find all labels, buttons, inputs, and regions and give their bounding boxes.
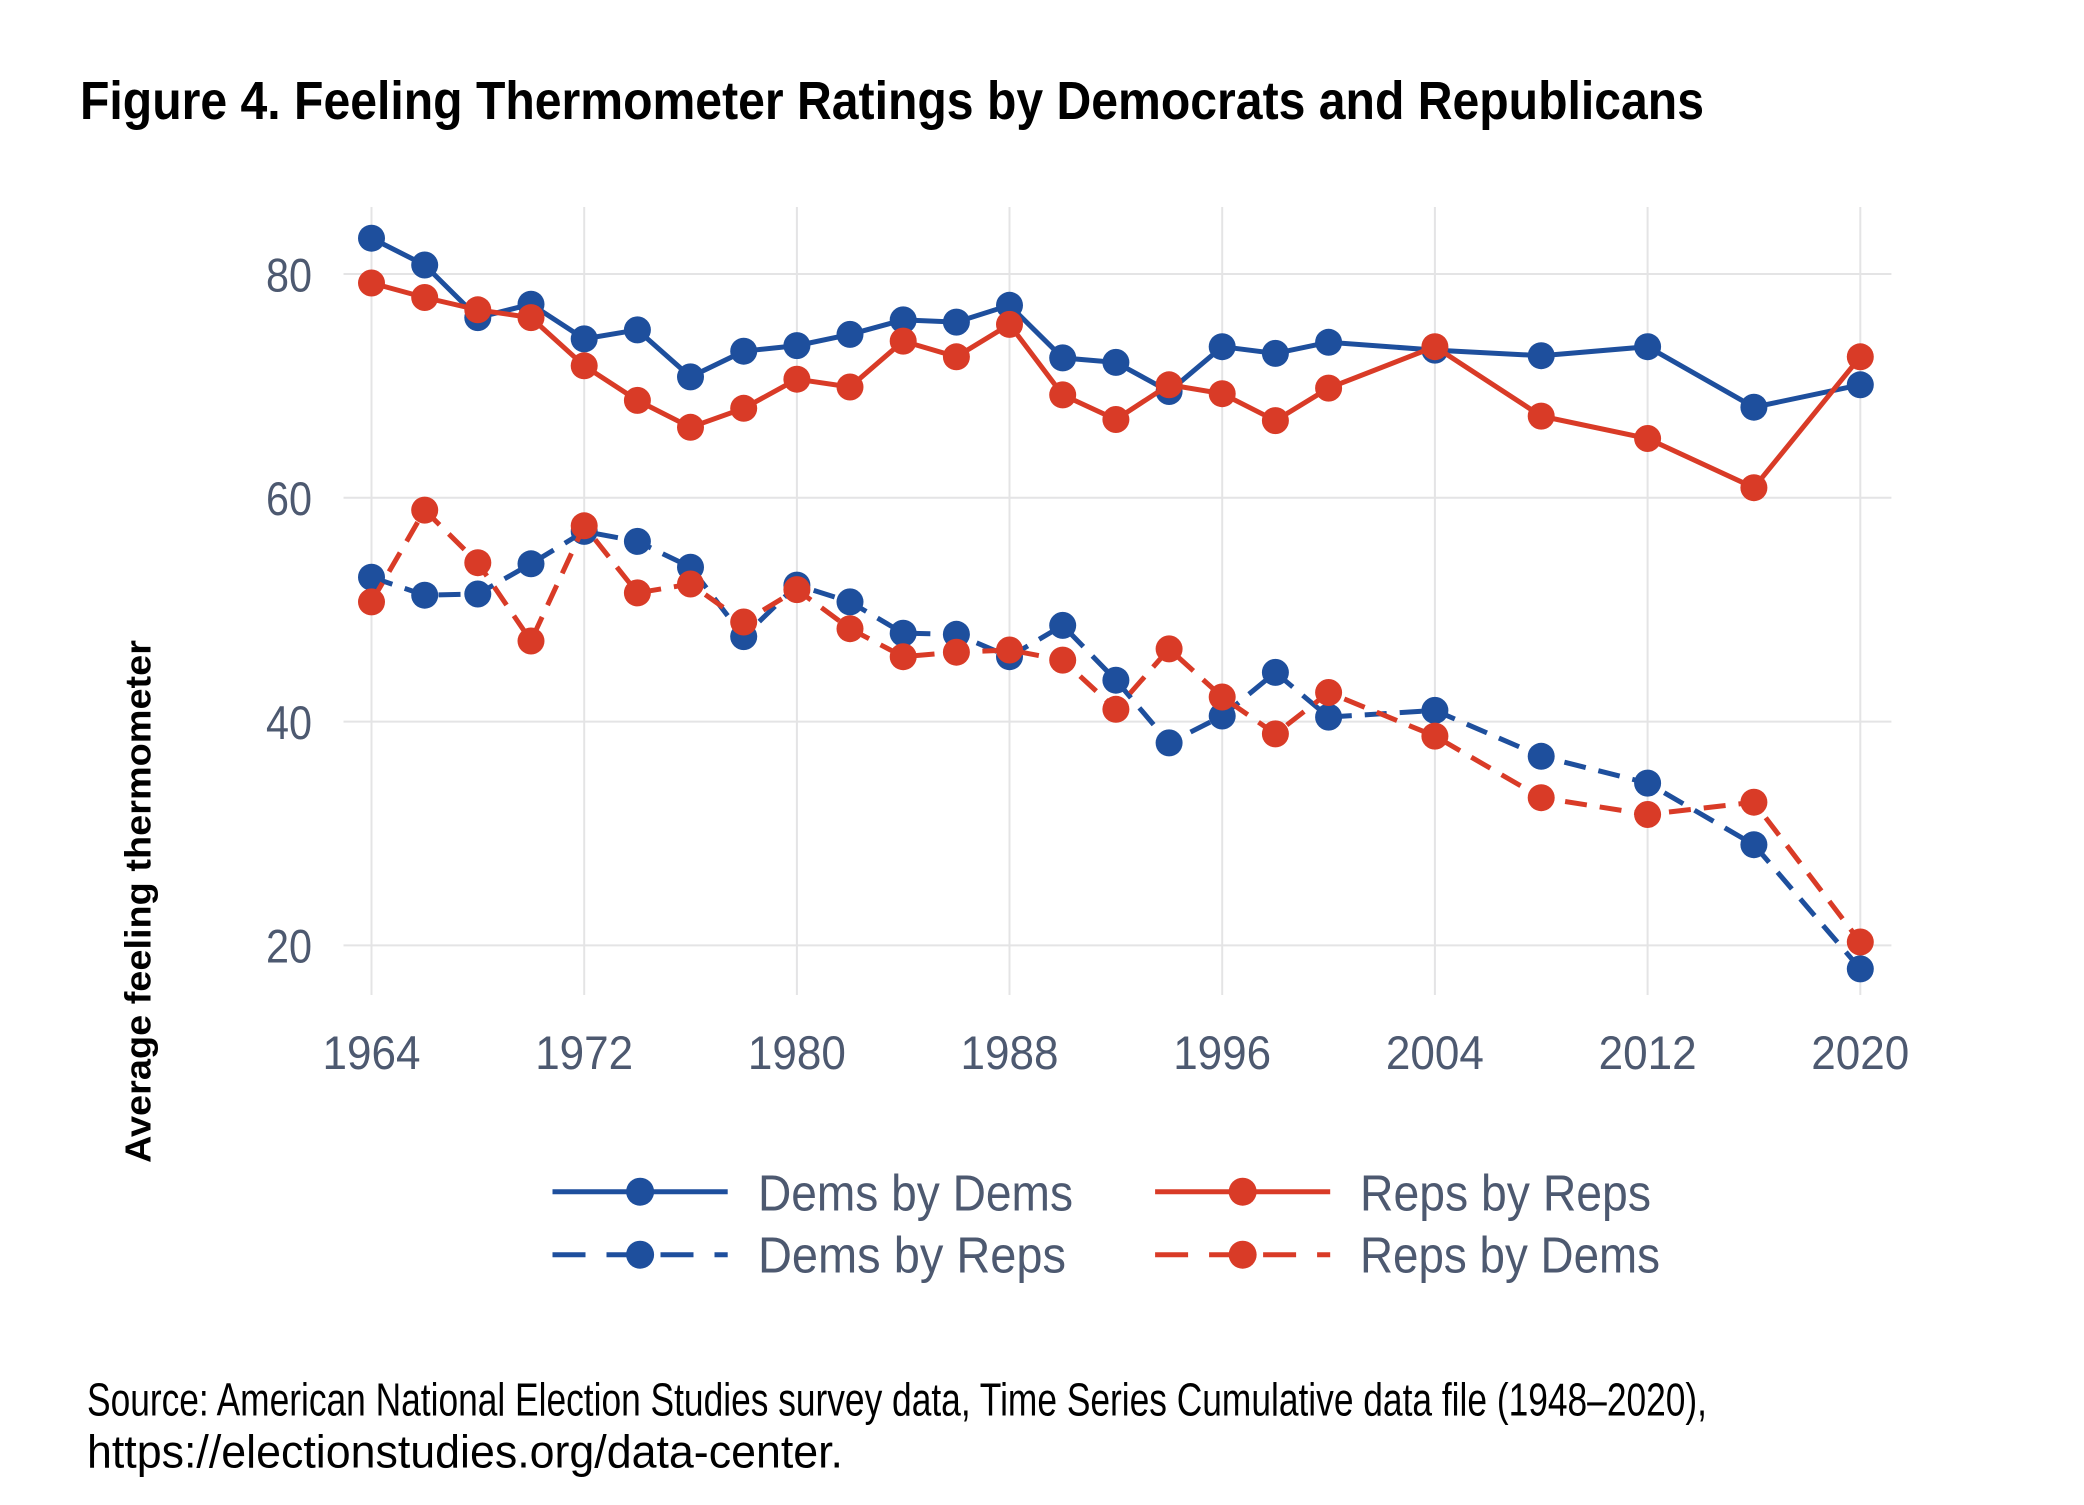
svg-text:Reps by Dems: Reps by Dems: [1360, 1227, 1660, 1284]
svg-text:https://electionstudies.org/da: https://electionstudies.org/data-center.: [87, 1426, 843, 1478]
svg-text:1988: 1988: [961, 1026, 1059, 1079]
svg-text:Reps by Reps: Reps by Reps: [1360, 1165, 1651, 1222]
svg-text:1980: 1980: [748, 1026, 846, 1079]
svg-text:80: 80: [266, 248, 312, 301]
svg-text:Source: American National Elec: Source: American National Election Studi…: [87, 1373, 1707, 1425]
svg-text:1964: 1964: [323, 1026, 421, 1079]
svg-text:60: 60: [266, 472, 312, 525]
svg-text:40: 40: [266, 696, 312, 749]
svg-text:2004: 2004: [1386, 1026, 1484, 1079]
svg-text:20: 20: [266, 920, 312, 973]
svg-text:2020: 2020: [1811, 1026, 1909, 1079]
svg-text:2012: 2012: [1599, 1026, 1697, 1079]
svg-text:1996: 1996: [1173, 1026, 1271, 1079]
svg-text:Figure 4. Feeling Thermometer: Figure 4. Feeling Thermometer Ratings by…: [80, 71, 1704, 131]
svg-text:Dems by Dems: Dems by Dems: [758, 1165, 1073, 1222]
svg-text:Average feeling thermometer: Average feeling thermometer: [118, 640, 159, 1163]
svg-text:Dems by Reps: Dems by Reps: [758, 1227, 1066, 1284]
svg-text:1972: 1972: [535, 1026, 633, 1079]
